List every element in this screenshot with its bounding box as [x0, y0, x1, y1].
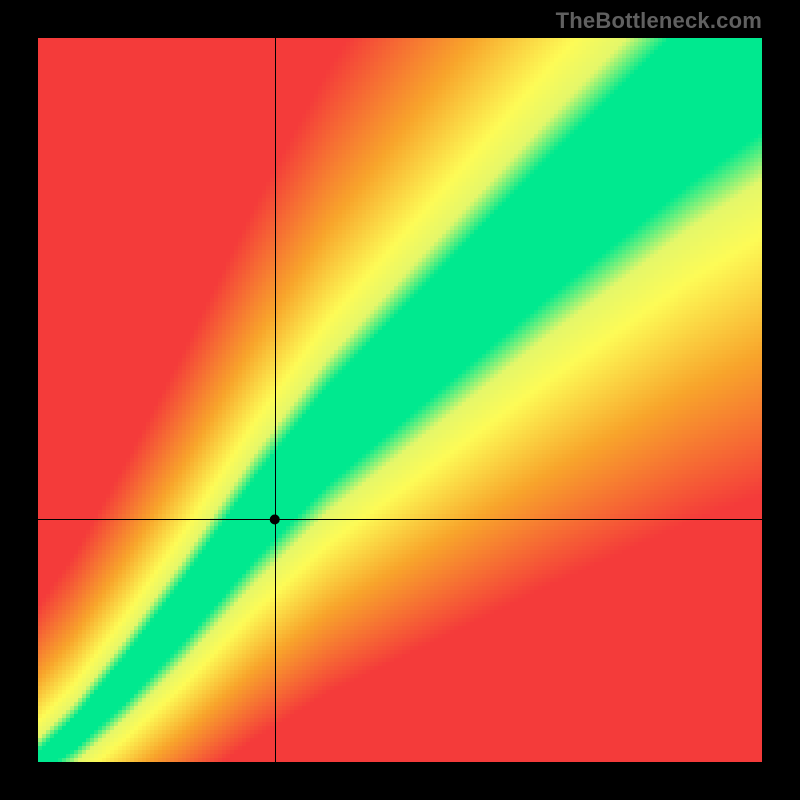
heatmap-canvas	[0, 0, 800, 800]
watermark-text: TheBottleneck.com	[556, 8, 762, 34]
